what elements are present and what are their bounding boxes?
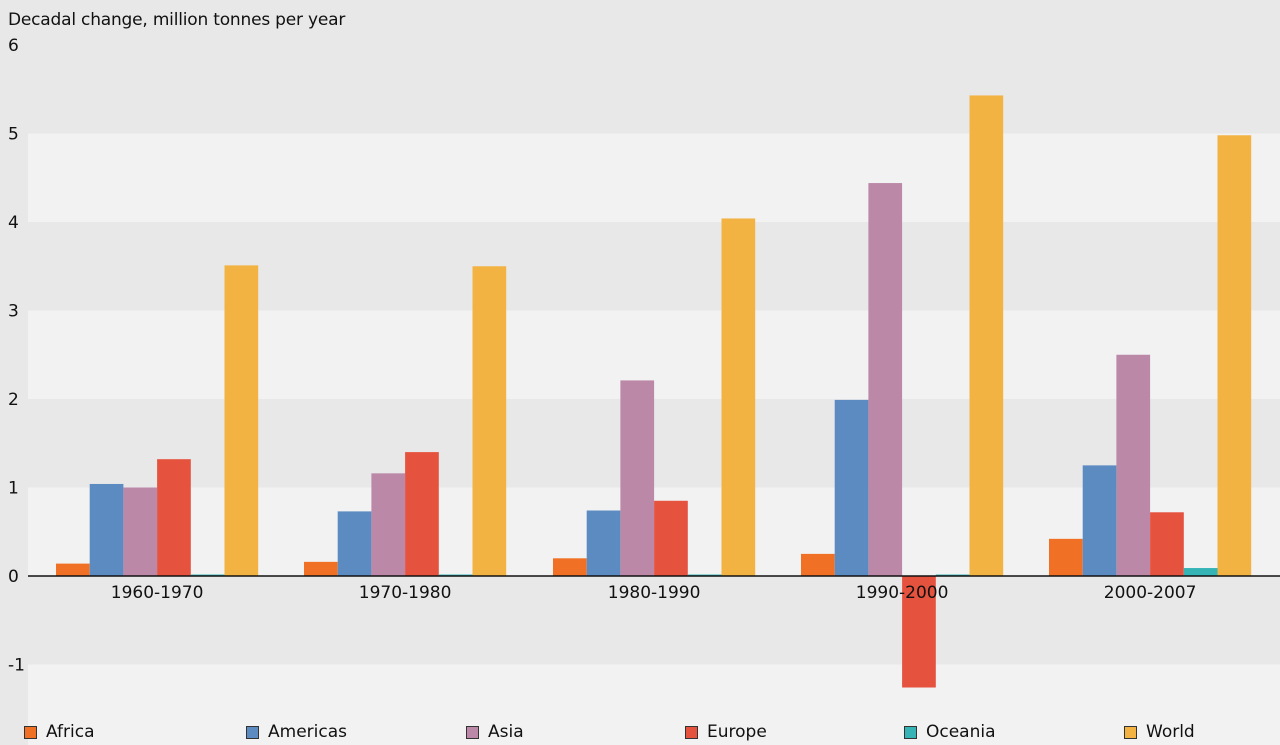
bar-africa-1980-1990 — [553, 558, 587, 576]
bar-americas-1970-1980 — [337, 511, 372, 576]
legend-item-americas: Americas — [246, 722, 347, 742]
grid-band — [28, 45, 1280, 134]
bar-africa-1970-1980 — [304, 561, 338, 576]
legend-swatch — [466, 725, 479, 739]
grid-band — [28, 133, 1280, 222]
bar-europe-1970-1980 — [405, 452, 439, 576]
y-tick-label: 3 — [8, 302, 19, 322]
legend-swatch — [1124, 725, 1137, 739]
legend-swatch — [24, 725, 37, 739]
bar-africa-1990-2000 — [801, 553, 835, 576]
legend: Africa Americas Asia Europe Oceania World — [0, 720, 1280, 744]
bar-world-1960-1970 — [224, 265, 259, 576]
legend-item-oceania: Oceania — [904, 722, 996, 742]
x-tick-label: 2000-2007 — [1104, 583, 1197, 603]
legend-swatch — [246, 725, 259, 739]
bar-africa-1960-1970 — [56, 563, 90, 576]
y-tick-label: 1 — [8, 479, 19, 499]
bar-asia-1970-1980 — [371, 473, 406, 576]
bar-americas-1990-2000 — [834, 399, 869, 576]
grid-band — [28, 222, 1280, 311]
legend-swatch — [685, 725, 698, 739]
grid-band — [28, 664, 1280, 745]
legend-item-asia: Asia — [466, 722, 524, 742]
y-tick-label: 6 — [8, 36, 19, 56]
y-tick-label: 5 — [8, 125, 19, 145]
grid-band — [28, 576, 1280, 665]
y-tick-label: 2 — [8, 390, 19, 410]
x-tick-label: 1970-1980 — [359, 583, 452, 603]
legend-label: Asia — [488, 722, 524, 742]
legend-item-africa: Africa — [24, 722, 95, 742]
legend-item-world: World — [1124, 722, 1195, 742]
legend-label: Oceania — [926, 722, 996, 742]
bar-world-1970-1980 — [472, 266, 507, 576]
bar-oceania-2000-2007 — [1183, 568, 1218, 576]
y-axis-label: Decadal change, million tonnes per year — [8, 10, 346, 30]
x-tick-label: 1990-2000 — [856, 583, 949, 603]
legend-label: Europe — [707, 722, 767, 742]
bar-africa-2000-2007 — [1049, 538, 1083, 576]
bar-europe-1980-1990 — [654, 500, 688, 576]
bar-world-2000-2007 — [1217, 135, 1252, 576]
bar-asia-1960-1970 — [123, 487, 158, 576]
bar-world-1990-2000 — [969, 95, 1004, 576]
legend-swatch — [904, 725, 917, 739]
x-tick-label: 1960-1970 — [111, 583, 204, 603]
bar-europe-2000-2007 — [1150, 512, 1184, 576]
legend-item-europe: Europe — [685, 722, 767, 742]
x-tick-label: 1980-1990 — [608, 583, 701, 603]
y-tick-label: 4 — [8, 213, 19, 233]
bar-americas-1980-1990 — [586, 510, 621, 576]
bar-asia-1990-2000 — [868, 183, 903, 576]
y-tick-label: 0 — [8, 567, 19, 587]
bar-world-1980-1990 — [721, 218, 756, 576]
bar-americas-2000-2007 — [1082, 465, 1117, 576]
bar-asia-2000-2007 — [1116, 354, 1151, 576]
legend-label: World — [1146, 722, 1195, 742]
bar-europe-1990-2000 — [902, 576, 936, 688]
legend-label: Americas — [268, 722, 347, 742]
legend-label: Africa — [46, 722, 95, 742]
bar-americas-1960-1970 — [89, 483, 124, 576]
bar-europe-1960-1970 — [157, 459, 191, 576]
bar-asia-1980-1990 — [620, 380, 655, 576]
y-tick-label: -1 — [8, 656, 25, 676]
